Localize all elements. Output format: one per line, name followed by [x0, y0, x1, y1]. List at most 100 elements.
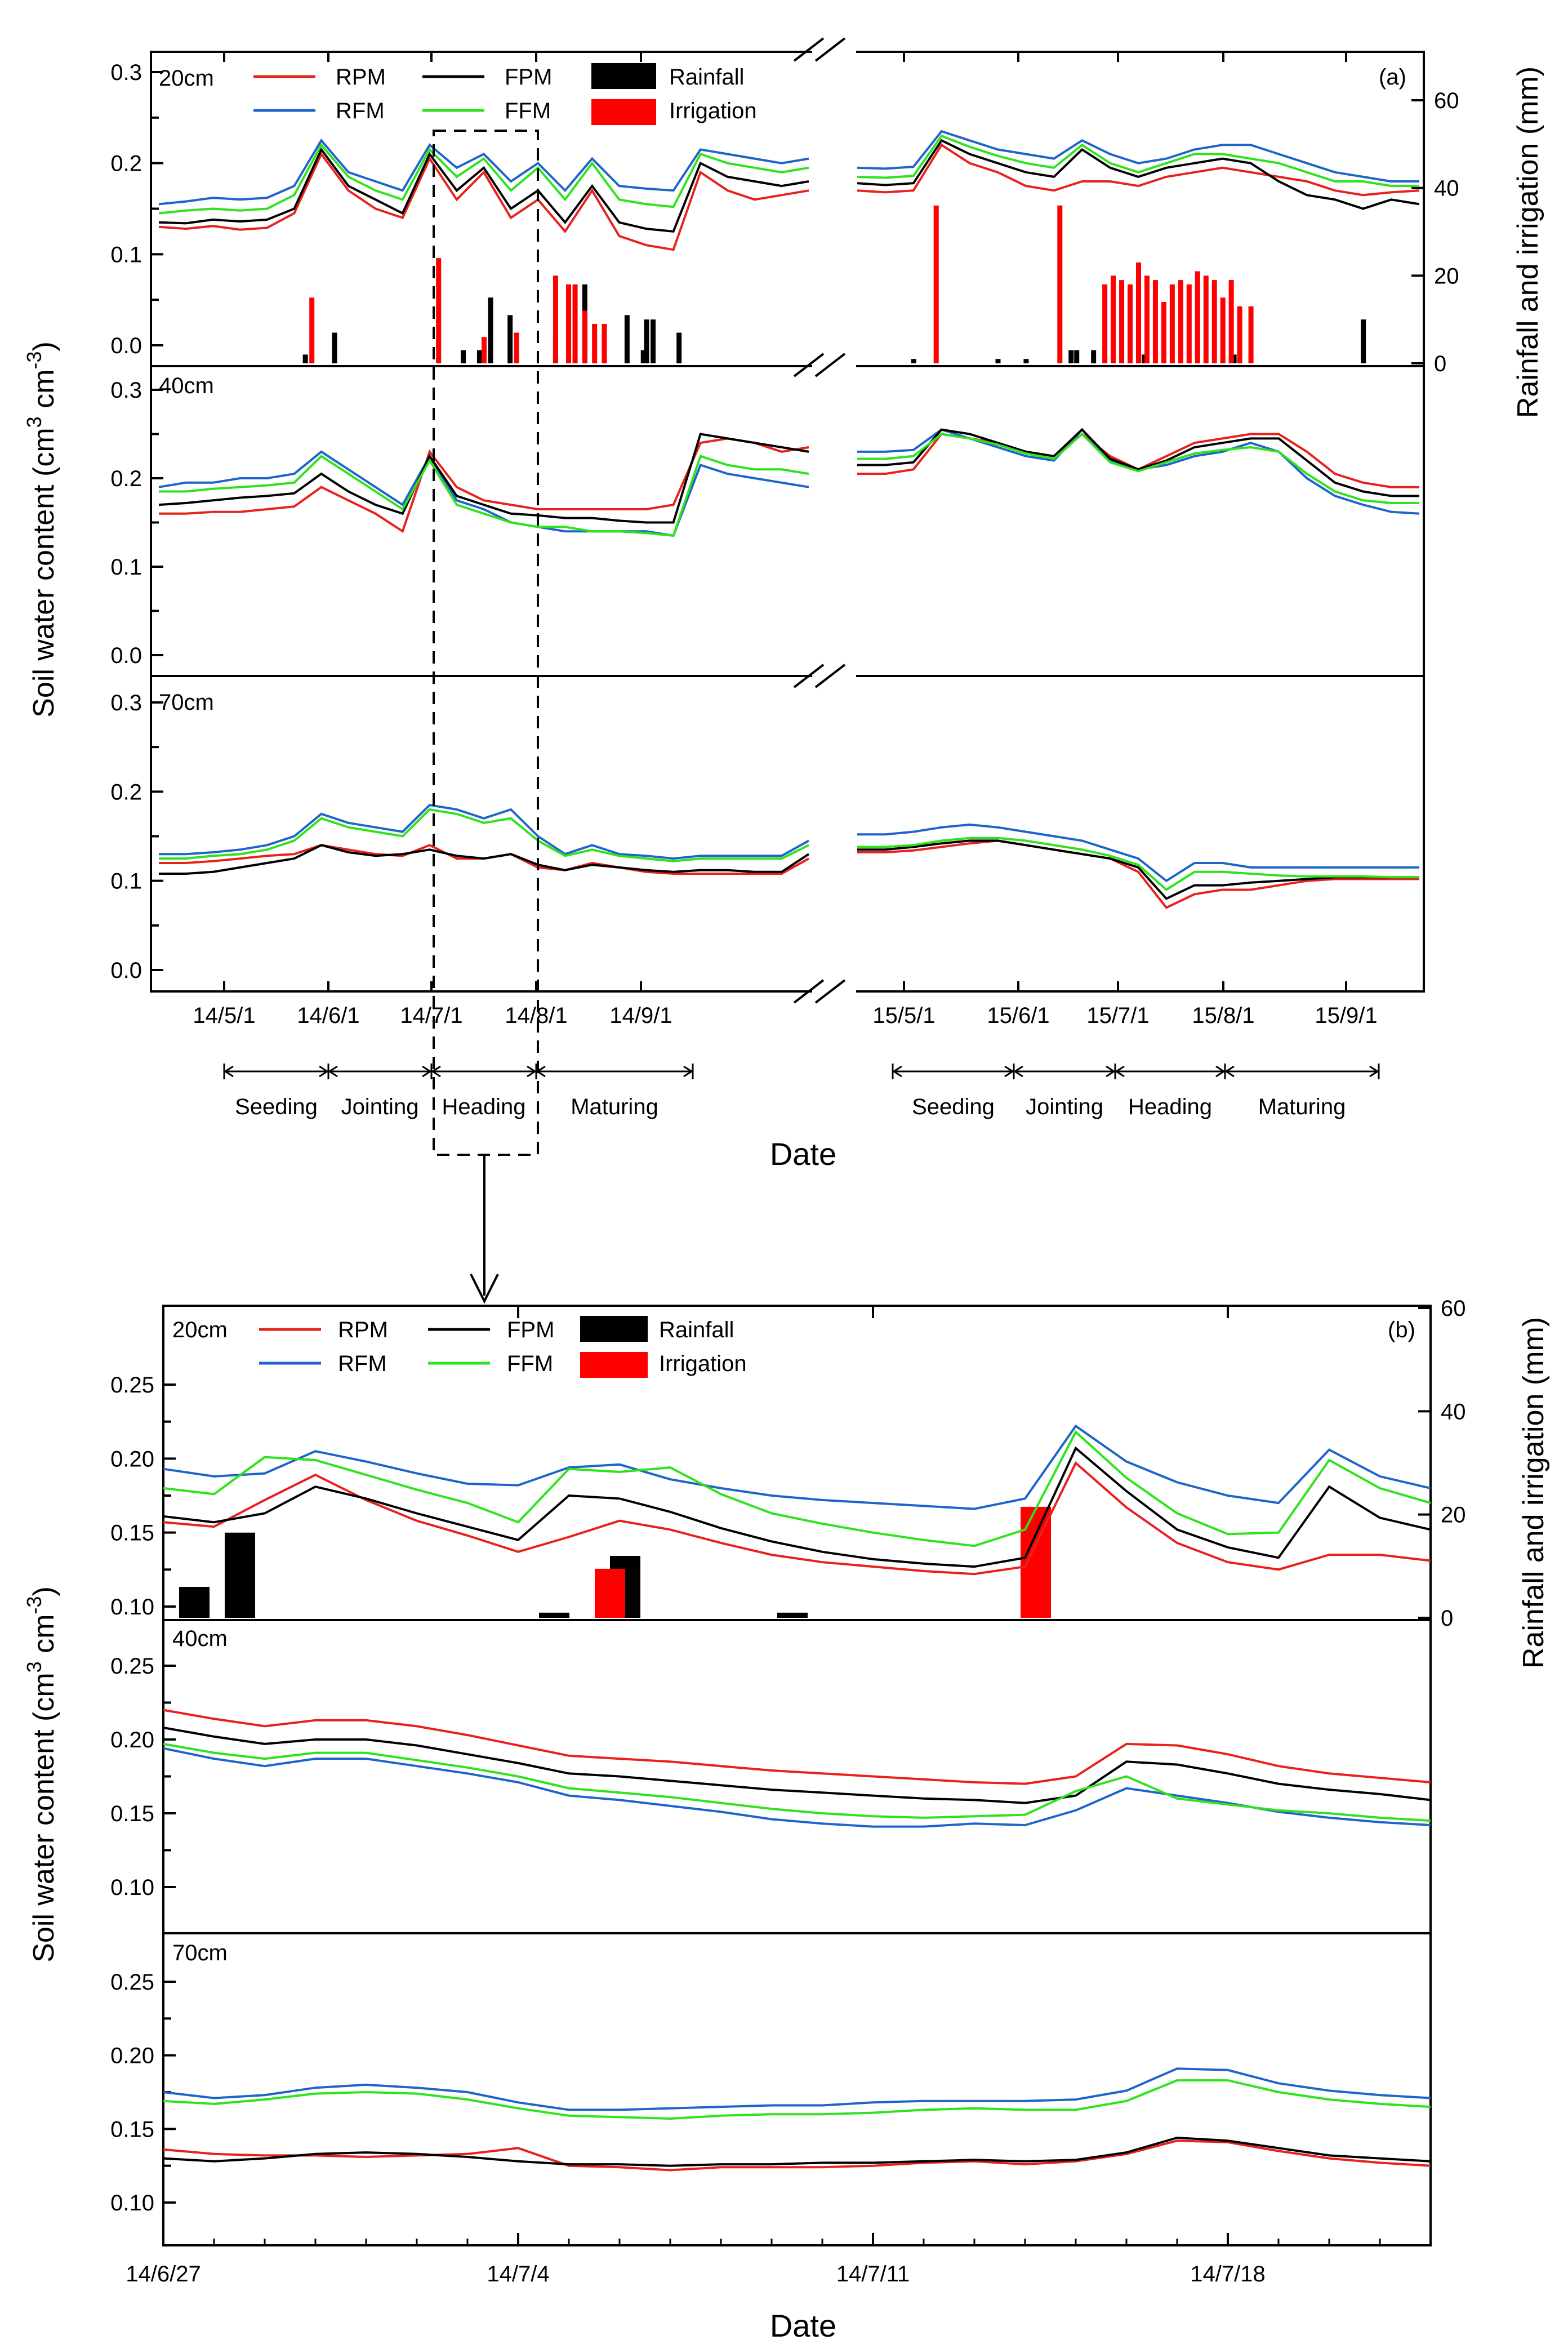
irrigation-bar: [1111, 275, 1116, 363]
irrigation-bar: [309, 297, 315, 363]
series-fpm-20cm: [163, 1446, 1431, 1568]
x-tick-label: 15/7/1: [1086, 1003, 1149, 1028]
rainfall-bar: [1231, 354, 1237, 363]
stage-arrow: [527, 1065, 537, 1078]
ylabel-sup: -3: [23, 1596, 46, 1614]
y2-tick-label: 20: [1434, 264, 1459, 288]
irrigation-bar: [1178, 280, 1183, 363]
stage-arrow: [328, 1065, 338, 1078]
y-tick-label: 0.0: [110, 643, 142, 668]
series-ffm-70cm: [163, 2079, 1431, 2120]
irrigation-bar: [582, 310, 587, 363]
series-fpm-40cm: [163, 1727, 1431, 1804]
legend-label-rfm: RFM: [336, 99, 385, 123]
irrigation-bar: [1169, 284, 1175, 363]
ylabel-part: Soil water content (cm: [28, 1672, 60, 1962]
legend-label-rpm: RPM: [338, 1318, 388, 1342]
y-tick-label: 0.25: [110, 1373, 154, 1398]
irrigation-bar: [1144, 275, 1150, 363]
ylabel-part: cm: [28, 370, 60, 417]
legend-b: RPM RFM FPM FFM Rainfall Irrigation: [259, 1316, 747, 1378]
irrigation-bar: [602, 323, 607, 363]
y-tick-label: 0.20: [110, 1728, 154, 1752]
series-fpm-20cm-2015: [857, 139, 1420, 210]
y-tick-label: 0.1: [110, 869, 142, 894]
irrigation-bar: [1228, 280, 1234, 363]
series-rfm-20cm-2014: [158, 138, 809, 206]
stage-label: Seeding: [235, 1095, 318, 1119]
rainfall-bar: [676, 332, 682, 363]
stage-arrow: [431, 1065, 441, 1078]
irrigation-bar: [1161, 302, 1166, 363]
series-rfm-20cm-2015: [857, 130, 1419, 183]
panel-b-label: (b): [1388, 1318, 1415, 1342]
series-rpm-20cm: [163, 1461, 1431, 1576]
irrigation-bar: [482, 337, 487, 363]
series-fpm-70cm-2015: [857, 839, 1419, 900]
stage-arrow: [1013, 1065, 1023, 1078]
legend-label-ffm: FFM: [505, 99, 551, 123]
legend-label-ffm: FFM: [507, 1351, 553, 1376]
series-rfm-40cm-2014: [158, 450, 809, 537]
panel-a-y2label: Rainfall and irrigation (mm): [1512, 66, 1544, 418]
irrigation-bar: [595, 1568, 625, 1618]
rainfall-bar: [995, 359, 1001, 363]
x-tick-label: 14/7/11: [836, 2262, 910, 2286]
irrigation-bar: [1195, 271, 1200, 363]
y-tick-label: 0.15: [110, 1521, 154, 1546]
x-tick-label: 15/6/1: [987, 1003, 1049, 1028]
irrigation-bar: [553, 275, 558, 363]
x-tick-label: 15/8/1: [1192, 1003, 1254, 1028]
y-tick-label: 0.10: [110, 1595, 154, 1620]
stage-arrow: [1215, 1065, 1226, 1078]
irrigation-bar: [1119, 280, 1125, 363]
series-rpm-20cm-2015: [857, 143, 1420, 197]
y2-tick-label: 20: [1441, 1503, 1466, 1528]
rainfall-bar: [225, 1532, 255, 1618]
series-rfm-70cm-2015: [857, 823, 1419, 883]
irrigation-bar: [1136, 262, 1141, 363]
y-tick-label: 0.1: [110, 555, 142, 580]
x-tick-label: 14/9/1: [609, 1003, 672, 1028]
rainfall-bar: [1023, 359, 1029, 363]
rainfall-bar: [1068, 350, 1074, 363]
stage-label: Heading: [1128, 1095, 1212, 1119]
irrigation-bar: [566, 284, 572, 363]
series-ffm-40cm-2015: [857, 432, 1419, 504]
ylabel-sup: 3: [23, 416, 46, 428]
rainfall-bar: [911, 359, 916, 363]
stage-label: Heading: [442, 1095, 525, 1119]
rainfall-bar: [302, 354, 308, 363]
legend-label-rpm: RPM: [336, 65, 386, 90]
y-tick-label: 0.20: [110, 2044, 154, 2068]
rainfall-bar: [640, 350, 646, 363]
depth-label-b-70: 70cm: [172, 1941, 228, 1965]
y-tick-label: 0.0: [110, 958, 142, 983]
y-tick-label: 0.15: [110, 2117, 154, 2142]
ylabel-sup: -3: [23, 352, 46, 370]
x-tick-label: 14/7/1: [400, 1003, 462, 1028]
stage-arrow: [224, 1065, 234, 1078]
irrigation-bar: [1057, 205, 1063, 363]
zoom-box: [433, 130, 539, 1156]
stage-arrow: [1004, 1065, 1014, 1078]
rainfall-bar: [624, 315, 630, 363]
series-rpm-70cm: [163, 2139, 1431, 2172]
stage-arrow: [1115, 1065, 1125, 1078]
y-tick-label: 0.2: [110, 152, 142, 176]
stage-arrow: [683, 1065, 693, 1078]
rainfall-bar: [777, 1612, 808, 1618]
depth-label-a-70: 70cm: [159, 690, 214, 715]
legend-label-irrigation: Irrigation: [669, 99, 757, 123]
series-ffm-20cm-2014: [158, 143, 809, 215]
depth-label-a-20: 20cm: [159, 66, 214, 91]
series-rpm-40cm-2015: [857, 432, 1419, 488]
legend-label-rfm: RFM: [338, 1351, 387, 1376]
depth-label-b-20: 20cm: [172, 1318, 228, 1342]
panel-b-xlabel: Date: [770, 2308, 836, 2343]
ylabel-part: ): [28, 1586, 60, 1596]
irrigation-bar: [436, 258, 442, 363]
y2-tick-label: 40: [1434, 176, 1459, 201]
legend-swatch-rainfall: [591, 63, 656, 89]
y-tick-label: 0.3: [110, 691, 142, 715]
